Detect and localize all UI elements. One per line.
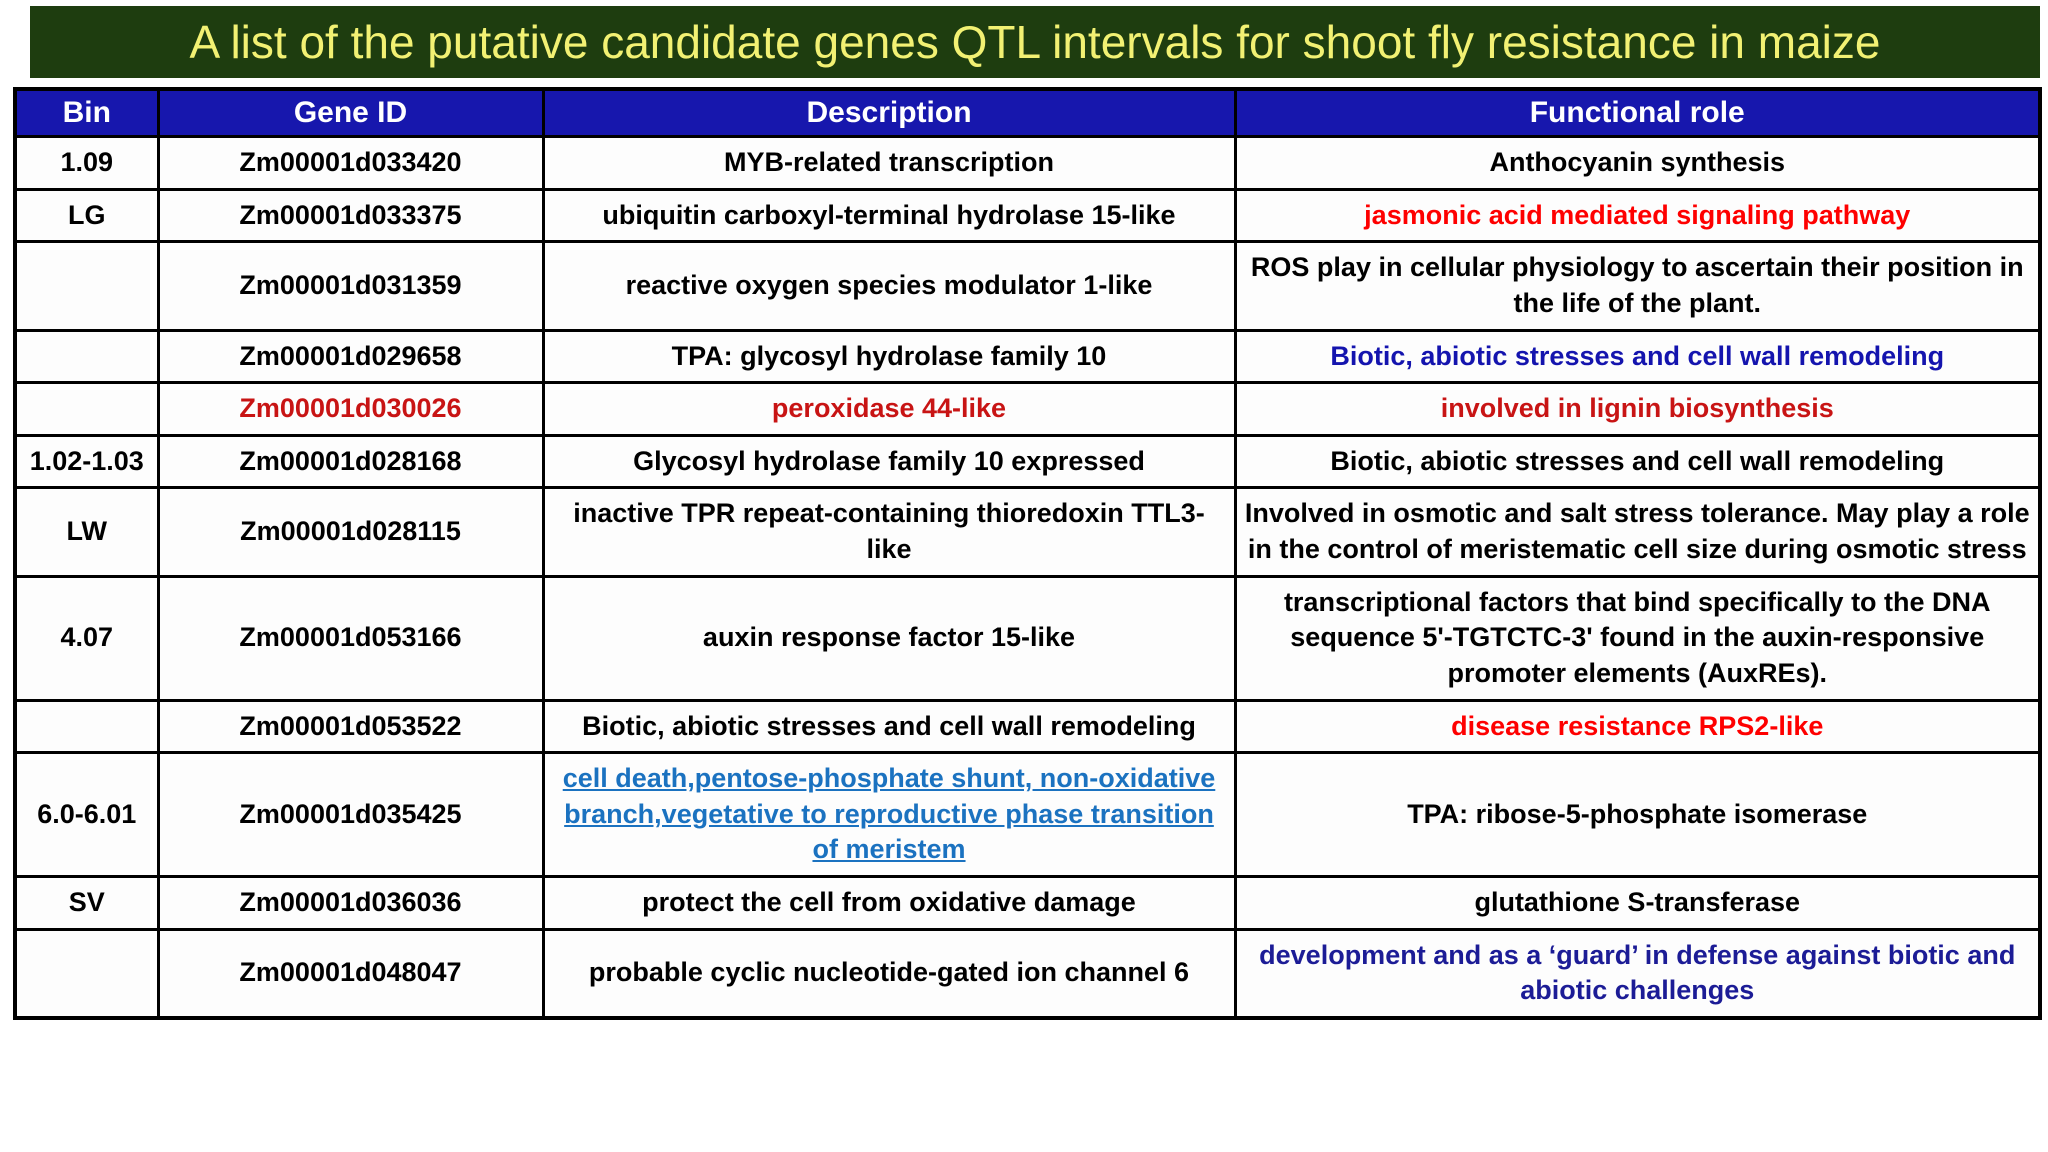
table-row: 1.02-1.03 Zm00001d028168 Glycosyl hydrol… [13, 433, 2042, 490]
functional-role-cell: transcriptional factors that bind specif… [1233, 574, 2042, 702]
gene-id-cell: Zm00001d033420 [156, 135, 545, 191]
bin-cell: SV [13, 875, 160, 931]
gene-id-cell: Zm00001d053522 [156, 698, 545, 755]
description-cell: inactive TPR repeat-containing thioredox… [541, 486, 1237, 578]
gene-id-cell: Zm00001d033375 [156, 187, 545, 244]
bin-cell [13, 927, 160, 1020]
description-cell: TPA: glycosyl hydrolase family 10 [541, 328, 1237, 385]
gene-id-cell: Zm00001d036036 [156, 875, 545, 931]
gene-id-cell: Zm00001d028168 [156, 433, 545, 490]
table-row: LG Zm00001d033375 ubiquitin carboxyl-ter… [13, 187, 2042, 244]
bin-cell: 1.02-1.03 [13, 433, 160, 490]
bin-cell: 1.09 [13, 135, 160, 191]
bin-cell: LW [13, 486, 160, 578]
description-cell: Biotic, abiotic stresses and cell wall r… [541, 698, 1237, 755]
description-cell: probable cyclic nucleotide-gated ion cha… [541, 927, 1237, 1020]
table-row: SV Zm00001d036036 protect the cell from … [13, 875, 2042, 931]
header-description: Description [541, 87, 1237, 138]
gene-id-cell: Zm00001d028115 [156, 486, 545, 578]
description-cell: MYB-related transcription [541, 135, 1237, 191]
slide-page: A list of the putative candidate genes Q… [0, 6, 2048, 1152]
bin-cell: 6.0-6.01 [13, 751, 160, 878]
header-bin: Bin [13, 87, 160, 138]
header-row: Bin Gene ID Description Functional role [13, 87, 2042, 138]
functional-role-cell: glutathione S-transferase [1233, 875, 2042, 931]
functional-role-cell: Biotic, abiotic stresses and cell wall r… [1233, 328, 2042, 385]
table-row: Zm00001d053522 Biotic, abiotic stresses … [13, 698, 2042, 755]
bin-cell [13, 381, 160, 437]
functional-role-cell: jasmonic acid mediated signaling pathway [1233, 187, 2042, 244]
description-cell: reactive oxygen species modulator 1-like [541, 240, 1237, 332]
table-row: Zm00001d031359 reactive oxygen species m… [13, 240, 2042, 332]
functional-role-cell: Involved in osmotic and salt stress tole… [1233, 486, 2042, 578]
table-row: 4.07 Zm00001d053166 auxin response facto… [13, 574, 2042, 702]
description-link-text[interactable]: cell death,pentose-phosphate shunt, non-… [541, 751, 1237, 878]
functional-role-cell: disease resistance RPS2-like [1233, 698, 2042, 755]
header-gene-id: Gene ID [156, 87, 545, 138]
description-cell: auxin response factor 15-like [541, 574, 1237, 702]
functional-role-cell: involved in lignin biosynthesis [1233, 381, 2042, 437]
bin-cell: 4.07 [13, 574, 160, 702]
header-functional-role: Functional role [1233, 87, 2042, 138]
gene-id-cell: Zm00001d030026 [156, 381, 545, 437]
table-row: Zm00001d048047 probable cyclic nucleotid… [13, 927, 2042, 1020]
bin-cell [13, 698, 160, 755]
table-row: Zm00001d030026 peroxidase 44-like involv… [13, 381, 2042, 437]
table-row: 6.0-6.01 Zm00001d035425 cell death,pento… [13, 751, 2042, 878]
gene-id-cell: Zm00001d029658 [156, 328, 545, 385]
gene-id-cell: Zm00001d048047 [156, 927, 545, 1020]
bin-cell [13, 240, 160, 332]
bin-cell: LG [13, 187, 160, 244]
functional-role-cell: Biotic, abiotic stresses and cell wall r… [1233, 433, 2042, 490]
functional-role-cell: development and as a ‘guard’ in defense … [1233, 927, 2042, 1020]
functional-role-cell: ROS play in cellular physiology to ascer… [1233, 240, 2042, 332]
candidate-genes-table: Bin Gene ID Description Functional role … [13, 87, 2042, 1020]
bin-cell [13, 328, 160, 385]
functional-role-cell: TPA: ribose-5-phosphate isomerase [1233, 751, 2042, 878]
description-cell: Glycosyl hydrolase family 10 expressed [541, 433, 1237, 490]
gene-id-cell: Zm00001d035425 [156, 751, 545, 878]
gene-id-cell: Zm00001d031359 [156, 240, 545, 332]
table-row: Zm00001d029658 TPA: glycosyl hydrolase f… [13, 328, 2042, 385]
table-row: LW Zm00001d028115 inactive TPR repeat-co… [13, 486, 2042, 578]
table-row: 1.09 Zm00001d033420 MYB-related transcri… [13, 135, 2042, 191]
description-cell: peroxidase 44-like [541, 381, 1237, 437]
description-cell: protect the cell from oxidative damage [541, 875, 1237, 931]
functional-role-cell: Anthocyanin synthesis [1233, 135, 2042, 191]
gene-id-cell: Zm00001d053166 [156, 574, 545, 702]
description-cell: ubiquitin carboxyl-terminal hydrolase 15… [541, 187, 1237, 244]
slide-title: A list of the putative candidate genes Q… [30, 6, 2040, 78]
